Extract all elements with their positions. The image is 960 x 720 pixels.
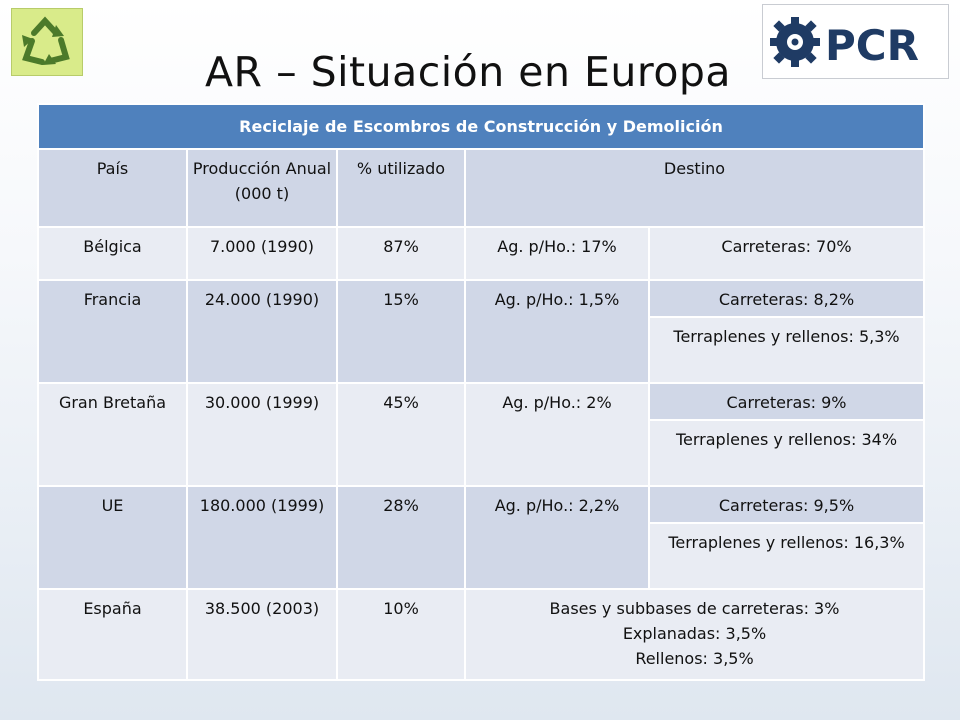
cell-aggregate: Ag. p/Ho.: 2% [464, 382, 650, 487]
gear-icon [770, 17, 820, 67]
cell-production: 30.000 (1999) [186, 382, 338, 487]
cell-destination: Bases y subbases de carreteras: 3% Expla… [464, 588, 925, 681]
cell-destination: Carreteras: 8,2% [648, 279, 925, 318]
table-subrow: Terraplenes y rellenos: 16,3% [38, 522, 925, 590]
cell-utilized: 87% [336, 226, 466, 281]
cell-destination: Terraplenes y rellenos: 34% [648, 419, 925, 487]
table-row: Bélgica 7.000 (1990) 87% Ag. p/Ho.: 17% … [37, 226, 925, 281]
cell-utilized: 45% [336, 382, 466, 487]
cell-country: UE [37, 485, 188, 590]
cell-production: 180.000 (1999) [186, 485, 338, 590]
header-utilized: % utilizado [336, 148, 466, 228]
cell-utilized: 28% [336, 485, 466, 590]
cell-destination: Carreteras: 9% [648, 382, 925, 421]
table-subrow: Terraplenes y rellenos: 5,3% [38, 316, 925, 384]
pcr-logo: PCR [762, 4, 949, 79]
cell-utilized: 10% [336, 588, 466, 681]
cell-production: 38.500 (2003) [186, 588, 338, 681]
header-country: País [37, 148, 188, 228]
destination-line: Rellenos: 3,5% [635, 649, 754, 668]
cell-destination: Terraplenes y rellenos: 16,3% [648, 522, 925, 590]
table-title: Reciclaje de Escombros de Construcción y… [37, 103, 925, 150]
table-row: España 38.500 (2003) 10% Bases y subbase… [37, 588, 925, 681]
recycle-icon [22, 16, 70, 65]
header-destination: Destino [464, 148, 925, 228]
table-title-row: Reciclaje de Escombros de Construcción y… [37, 103, 925, 150]
cell-destination: Carreteras: 9,5% [648, 485, 925, 524]
table-header-row: País Producción Anual (000 t) % utilizad… [37, 148, 925, 228]
table-subrow: Terraplenes y rellenos: 34% [38, 419, 925, 487]
cell-country: Gran Bretaña [37, 382, 188, 487]
cell-destination: Terraplenes y rellenos: 5,3% [648, 316, 925, 384]
cell-country: Bélgica [37, 226, 188, 281]
table-row: UE 180.000 (1999) 28% Ag. p/Ho.: 2,2% Ca… [37, 485, 925, 590]
table-row: Gran Bretaña 30.000 (1999) 45% Ag. p/Ho.… [37, 382, 925, 487]
cell-country: España [37, 588, 188, 681]
cell-aggregate: Ag. p/Ho.: 1,5% [464, 279, 650, 384]
destination-line: Explanadas: 3,5% [622, 624, 767, 643]
cell-production: 7.000 (1990) [186, 226, 338, 281]
cell-production: 24.000 (1990) [186, 279, 338, 384]
cell-utilized: 15% [336, 279, 466, 384]
pcr-logo-text: PCR [825, 21, 919, 70]
cell-destination: Carreteras: 70% [648, 226, 925, 281]
slide-title: AR – Situación en Europa [205, 48, 732, 96]
cell-country: Francia [37, 279, 188, 384]
header-production: Producción Anual (000 t) [186, 148, 338, 228]
recycle-logo [11, 8, 83, 76]
destination-line: Bases y subbases de carreteras: 3% [549, 599, 840, 618]
recycling-table: Reciclaje de Escombros de Construcción y… [37, 103, 925, 681]
table-row: Francia 24.000 (1990) 15% Ag. p/Ho.: 1,5… [37, 279, 925, 384]
cell-aggregate: Ag. p/Ho.: 2,2% [464, 485, 650, 590]
cell-aggregate: Ag. p/Ho.: 17% [464, 226, 650, 281]
